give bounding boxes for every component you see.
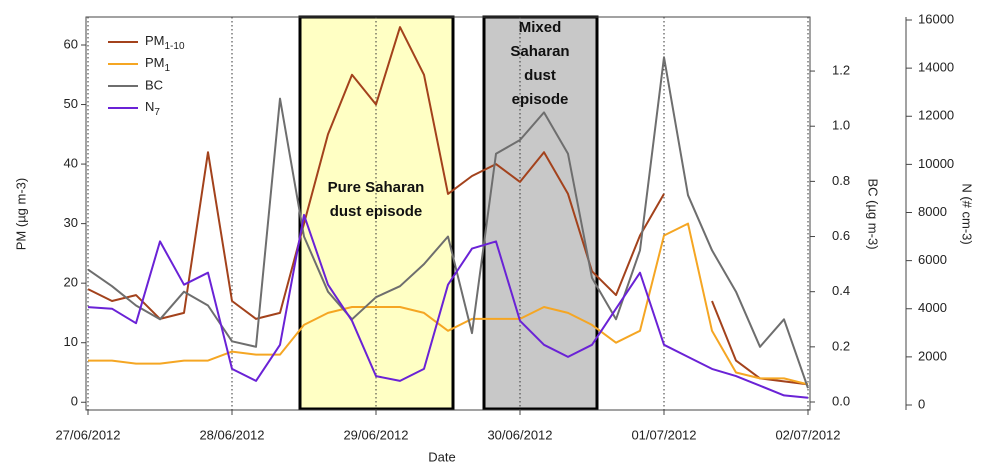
y3-tick-label: 10000 <box>918 156 954 171</box>
annotation: dust <box>524 67 556 84</box>
y-tick-label: 50 <box>64 96 78 111</box>
y2-tick-label: 0.6 <box>832 228 850 243</box>
y3-tick-label: 4000 <box>918 300 947 315</box>
y-tick-label: 40 <box>64 156 78 171</box>
y2-tick-label: 0.4 <box>832 283 850 298</box>
y3-tick-label: 6000 <box>918 252 947 267</box>
y3-tick-label: 8000 <box>918 204 947 219</box>
series-line <box>87 56 809 389</box>
y3-tick-label: 16000 <box>918 11 954 26</box>
x-tick-label: 02/07/2012 <box>775 427 840 442</box>
x-tick-label: 30/06/2012 <box>487 427 552 442</box>
y-tick-label: 20 <box>64 275 78 290</box>
y2-tick-label: 0.8 <box>832 173 850 188</box>
annotation: Pure Saharan <box>328 179 425 196</box>
y2-tick-label: 1.2 <box>832 62 850 77</box>
y3-tick-label: 2000 <box>918 348 947 363</box>
y3-axis-title: N (# cm-3) <box>960 183 975 244</box>
legend-label: BC <box>145 77 163 92</box>
y3-tick-label: 12000 <box>918 108 954 123</box>
series-line <box>88 222 809 386</box>
annotation: Saharan <box>510 43 569 60</box>
annotation: Mixed <box>519 19 562 36</box>
y2-axis-title: BC (µg m-3) <box>866 178 881 249</box>
x-tick-label: 27/06/2012 <box>55 427 120 442</box>
y-tick-label: 30 <box>64 215 78 230</box>
y2-tick-label: 0.0 <box>832 393 850 408</box>
plot-frame <box>85 16 811 411</box>
y-tick-label: 0 <box>71 394 78 409</box>
x-tick-label: 28/06/2012 <box>199 427 264 442</box>
y-tick-label: 60 <box>64 36 78 51</box>
y2-tick-label: 0.2 <box>832 338 850 353</box>
annotation: dust episode <box>330 203 423 220</box>
y3-tick-label: 14000 <box>918 60 954 75</box>
legend-label: PM1 <box>145 55 171 73</box>
y3-tick-label: 0 <box>918 396 925 411</box>
legend-label: PM1-10 <box>145 33 185 51</box>
x-tick-label: 29/06/2012 <box>343 427 408 442</box>
y-tick-label: 10 <box>64 334 78 349</box>
annotation: episode <box>512 91 569 108</box>
plot-area <box>87 17 809 410</box>
x-axis-title: Date <box>428 449 455 464</box>
mixed-dust-box <box>482 15 599 411</box>
legend-label: N7 <box>145 99 160 117</box>
x-tick-label: 01/07/2012 <box>631 427 696 442</box>
series-line <box>87 213 809 399</box>
y-axis-title: PM (µg m-3) <box>13 178 28 251</box>
y2-tick-label: 1.0 <box>832 118 850 133</box>
